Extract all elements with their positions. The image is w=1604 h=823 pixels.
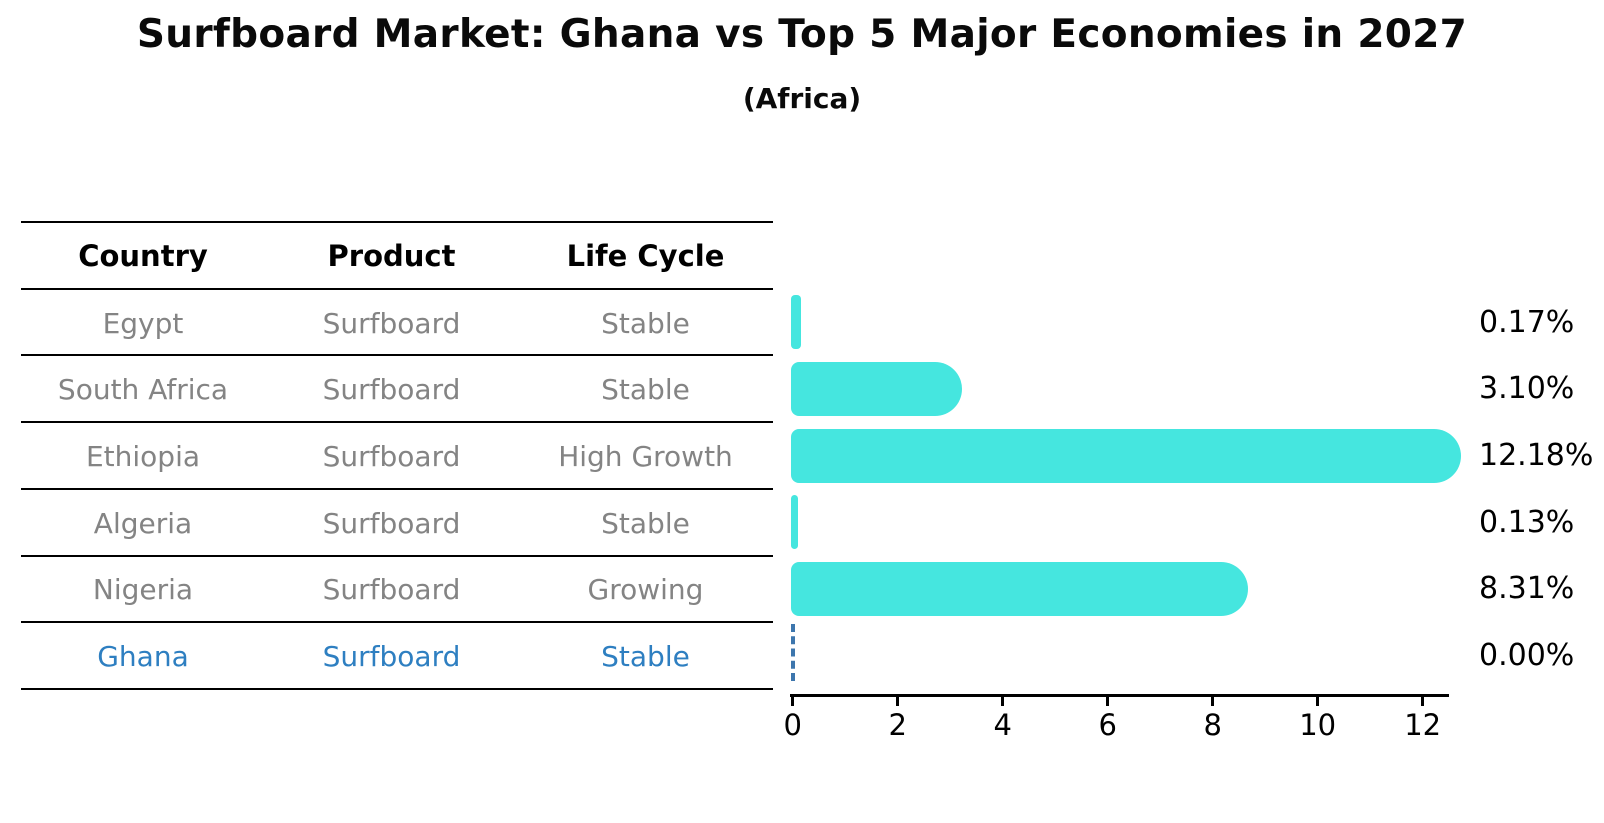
table-row: Algeria Surfboard Stable (21, 491, 773, 556)
value-label: 0.00% (1479, 638, 1575, 674)
x-axis-tick (1001, 697, 1005, 706)
table-rule (21, 487, 773, 490)
table-cell-life-cycle: Stable (601, 373, 690, 407)
table-cell-life-cycle: Stable (601, 506, 690, 540)
x-axis-tick-label: 10 (1299, 708, 1337, 742)
table-cell-country: Algeria (93, 506, 193, 540)
x-axis-tick (1316, 697, 1320, 706)
table-header-country: Country (78, 238, 208, 273)
table-cell-life-cycle: Growing (587, 573, 704, 607)
x-axis-tick-label: 12 (1404, 708, 1442, 742)
x-axis-line (790, 694, 1449, 697)
table-cell-country: Egypt (102, 306, 184, 340)
table-cell-product: Surfboard (322, 306, 461, 340)
table-cell-product: Surfboard (322, 439, 461, 473)
table-cell-country: Ethiopia (85, 439, 201, 473)
x-axis-tick (791, 697, 795, 706)
x-axis-tick-label: 0 (783, 708, 802, 742)
table-header-row: Country Product Life Cycle (21, 224, 773, 287)
value-label: 3.10% (1479, 371, 1575, 407)
value-label: 0.17% (1479, 304, 1575, 340)
x-axis-tick (1421, 697, 1425, 706)
table-cell-life-cycle: Stable (601, 640, 690, 674)
x-axis-tick-label: 8 (1203, 708, 1222, 742)
table-rule (21, 554, 773, 557)
table-rule (21, 287, 773, 290)
table-cell-product: Surfboard (322, 506, 461, 540)
x-axis-tick (896, 697, 900, 706)
table-rule (21, 221, 773, 223)
table-cell-product: Surfboard (322, 373, 461, 407)
x-axis-tick-label: 6 (1098, 708, 1117, 742)
market-share-bar (791, 428, 1462, 483)
table-cell-life-cycle: Stable (601, 306, 690, 340)
table-header-product: Product (327, 238, 456, 273)
table-row: Egypt Surfboard Stable (21, 291, 773, 356)
table-cell-product: Surfboard (322, 573, 461, 607)
table-cell-country: South Africa (57, 373, 229, 407)
x-axis-tick-label: 2 (888, 708, 907, 742)
market-share-bar (791, 361, 962, 416)
value-label: 12.18% (1479, 438, 1594, 473)
table-row: Ghana Surfboard Stable (21, 624, 773, 689)
x-axis-tick (1211, 697, 1215, 706)
chart-title: Surfboard Market: Ghana vs Top 5 Major E… (136, 12, 1468, 57)
table-rule (21, 421, 773, 424)
chart-subtitle: (Africa) (742, 82, 862, 115)
x-axis-tick-label: 4 (993, 708, 1012, 742)
table-row: Ethiopia Surfboard High Growth (21, 424, 773, 489)
table-rule (21, 354, 773, 357)
table-row: South Africa Surfboard Stable (21, 357, 773, 422)
value-label: 8.31% (1479, 571, 1575, 607)
table-header-life-cycle: Life Cycle (566, 238, 725, 273)
market-share-bar (791, 561, 1249, 616)
table-rule (21, 621, 773, 624)
table-cell-country: Nigeria (92, 573, 194, 607)
table-cell-life-cycle: High Growth (558, 439, 733, 473)
table-row: Nigeria Surfboard Growing (21, 558, 773, 623)
table-cell-product: Surfboard (322, 640, 461, 674)
value-label: 0.13% (1479, 504, 1575, 540)
table-cell-country: Ghana (97, 640, 189, 674)
table-rule (21, 688, 773, 690)
market-share-bar (791, 495, 799, 550)
ghana-target-dashed-line (790, 624, 795, 681)
market-share-bar (791, 295, 801, 350)
x-axis-tick (1106, 697, 1110, 706)
